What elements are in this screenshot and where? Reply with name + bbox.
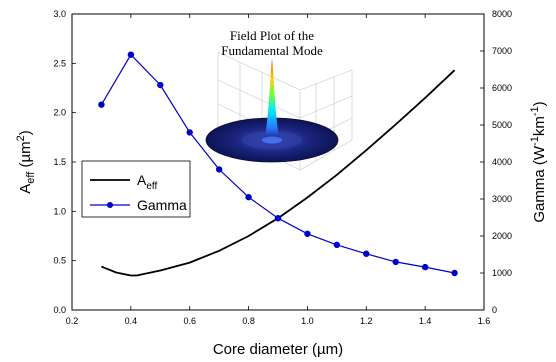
y2-tick-label: 8000 [492, 9, 512, 19]
x-axis-label: Core diameter (µm) [213, 341, 343, 358]
y2-tick-label: 0 [492, 305, 497, 315]
y-tick-label: 2.5 [53, 58, 66, 68]
x-tick-label: 0.6 [183, 316, 196, 326]
gamma-point [451, 269, 458, 277]
y-axis-label: Aeff (µm2) [15, 130, 37, 193]
inset-title-line1: Field Plot of the [230, 28, 314, 43]
legend-aeff-label: Aeff [137, 172, 158, 192]
y2-tick-labels: 0 1000 2000 3000 4000 5000 6000 7000 8000 [492, 9, 512, 315]
inset-title-line2: Fundamental Mode [221, 43, 323, 58]
y2-axis-label: Gamma (W-1km-1) [529, 101, 548, 222]
gamma-point [127, 51, 135, 58]
field-peak [264, 58, 280, 140]
legend-gamma-label: Gamma [137, 197, 187, 213]
x-tick-labels: 0.2 0.4 0.6 0.8 1.0 1.2 1.4 1.6 [66, 316, 491, 326]
y2-tick-label: 2000 [492, 231, 512, 241]
x-tick-label: 1.4 [419, 316, 432, 326]
y2-tick-label: 1000 [492, 268, 512, 278]
y-tick-label: 0.0 [53, 305, 66, 315]
series-aeff-line [101, 69, 456, 277]
y-tick-label: 0.5 [53, 256, 66, 266]
gamma-point [363, 250, 370, 257]
y-tick-label: 3.0 [53, 9, 66, 19]
y-tick-labels: 0.0 0.5 1.0 1.5 2.0 2.5 3.0 [53, 9, 66, 315]
y2-tick-label: 4000 [492, 157, 512, 167]
y-tick-label: 1.0 [53, 206, 66, 216]
y2-tick-label: 3000 [492, 194, 512, 204]
gamma-point [274, 215, 282, 222]
y-tick-label: 2.0 [53, 108, 66, 118]
y-tick-label: 1.5 [53, 157, 66, 167]
x-tick-label: 0.8 [242, 316, 255, 326]
legend-box [81, 160, 191, 218]
gamma-point [186, 129, 193, 136]
field-peak-base [262, 136, 282, 144]
y2-tick-label: 7000 [492, 46, 512, 56]
gamma-point [421, 263, 429, 271]
gamma-point [157, 81, 164, 89]
gamma-point [215, 166, 223, 173]
gamma-point [245, 193, 252, 201]
legend-gamma-marker [107, 202, 113, 208]
y2-tick-label: 5000 [492, 120, 512, 130]
y2-tick-label: 6000 [492, 83, 512, 93]
axis-ticks [71, 13, 485, 311]
x-tick-label: 1.0 [301, 316, 314, 326]
x-tick-label: 0.4 [125, 316, 138, 326]
x-tick-label: 1.6 [478, 316, 491, 326]
gamma-point [304, 230, 311, 237]
x-tick-label: 0.2 [66, 316, 79, 326]
series-gamma-markers [98, 51, 458, 277]
legend: Aeff Gamma [81, 160, 191, 218]
gamma-point [392, 258, 399, 266]
inset-field-plot: Field Plot of the Fundamental Mode [205, 28, 353, 171]
gamma-point [333, 241, 341, 249]
x-tick-label: 1.2 [360, 316, 373, 326]
gamma-point [98, 101, 105, 108]
